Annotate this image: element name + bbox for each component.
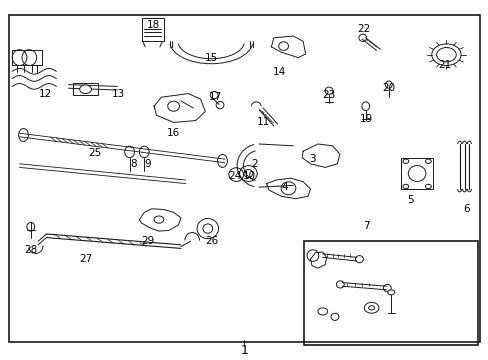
Text: 3: 3	[308, 154, 315, 164]
Ellipse shape	[80, 85, 91, 94]
Bar	[142, 18, 163, 41]
Text: 20: 20	[382, 83, 394, 93]
Text: 21: 21	[437, 60, 451, 70]
Text: 29: 29	[141, 236, 154, 246]
Text: 24: 24	[227, 171, 241, 181]
Text: 22: 22	[357, 24, 370, 34]
Text: 10: 10	[243, 171, 255, 181]
Text: 15: 15	[204, 53, 218, 63]
Text: 25: 25	[87, 148, 101, 158]
Text: 9: 9	[144, 159, 151, 169]
Text: 27: 27	[79, 254, 92, 264]
Text: 13: 13	[112, 89, 125, 99]
Bar	[400, 158, 432, 189]
Text: 26: 26	[204, 236, 218, 246]
Text: 23: 23	[322, 90, 335, 100]
Text: 5: 5	[407, 195, 413, 205]
Bar	[304, 241, 477, 345]
Text: 14: 14	[272, 67, 286, 77]
Ellipse shape	[27, 222, 35, 231]
Text: 8: 8	[130, 159, 137, 169]
Text: 7: 7	[363, 221, 369, 231]
Text: 18: 18	[146, 20, 160, 30]
Bar	[73, 83, 98, 95]
Text: 11: 11	[256, 117, 269, 127]
Text: 12: 12	[39, 89, 52, 99]
Text: 1: 1	[240, 344, 248, 357]
Text: 2: 2	[250, 159, 257, 169]
Text: 6: 6	[463, 204, 469, 214]
Text: 4: 4	[281, 182, 287, 192]
Text: 16: 16	[166, 128, 180, 138]
Text: 19: 19	[359, 114, 373, 124]
Ellipse shape	[387, 290, 394, 295]
Text: 17: 17	[208, 92, 222, 102]
Text: 28: 28	[24, 245, 38, 255]
